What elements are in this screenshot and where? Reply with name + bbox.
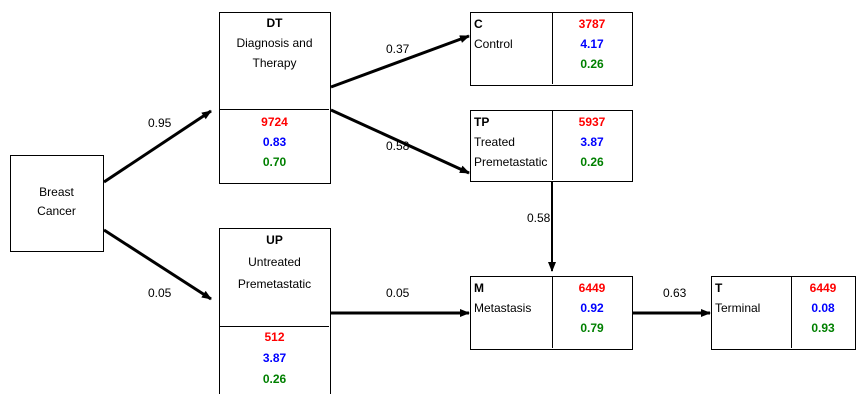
edge-label-up-m: 0.05 — [386, 286, 410, 300]
node-up: UP Untreated Premetastatic 512 3.87 0.26 — [219, 228, 331, 394]
t-probability: 0.93 — [811, 321, 835, 335]
edge-label-m-t: 0.63 — [663, 286, 687, 300]
up-line2: Premetastatic — [237, 277, 312, 291]
edge-label-dt-c: 0.37 — [386, 42, 410, 56]
node-breast-cancer: Breast Cancer — [10, 155, 104, 252]
dt-cost: 9724 — [261, 115, 288, 129]
m-utility: 0.92 — [580, 301, 604, 315]
tp-code: TP — [474, 115, 490, 129]
tp-divider — [552, 111, 553, 180]
up-divider — [220, 326, 329, 327]
edge-label-bc-dt: 0.95 — [148, 116, 172, 130]
tp-line1: Treated — [474, 135, 515, 149]
t-line1: Terminal — [715, 301, 761, 315]
dt-line2: Therapy — [252, 56, 297, 70]
m-code: M — [474, 281, 484, 295]
m-divider — [552, 277, 553, 348]
m-line1: Metastasis — [474, 301, 532, 315]
tp-line2: Premetastatic — [474, 155, 548, 169]
dt-probability: 0.70 — [262, 155, 287, 169]
breast-line1: Breast — [39, 185, 74, 199]
dt-code: DT — [266, 16, 283, 30]
c-line1: Control — [474, 37, 513, 51]
node-m: M Metastasis 6449 0.92 0.79 — [470, 276, 633, 350]
up-cost: 512 — [264, 330, 285, 344]
up-utility: 3.87 — [262, 351, 287, 365]
t-divider — [791, 277, 792, 348]
up-probability: 0.26 — [262, 372, 287, 386]
arrow-dt-tp — [330, 108, 470, 175]
edge-label-dt-tp: 0.58 — [386, 139, 410, 153]
m-cost: 6449 — [578, 281, 606, 295]
breast-line2: Cancer — [37, 204, 76, 218]
arrow-bc-dt — [103, 109, 212, 184]
dt-line1: Diagnosis and — [236, 36, 313, 50]
c-probability: 0.26 — [580, 57, 604, 71]
c-cost: 3787 — [578, 17, 606, 31]
edge-label-tp-m: 0.58 — [527, 211, 551, 225]
node-t: T Terminal 6449 0.08 0.93 — [711, 276, 856, 350]
up-code: UP — [266, 233, 283, 247]
m-probability: 0.79 — [580, 321, 604, 335]
node-tp: TP Treated Premetastatic 5937 3.87 0.26 — [470, 110, 633, 182]
node-dt: DT Diagnosis and Therapy 9724 0.83 0.70 — [219, 12, 331, 184]
tp-utility: 3.87 — [580, 135, 604, 149]
tp-cost: 5937 — [578, 115, 606, 129]
tp-probability: 0.26 — [580, 155, 604, 169]
t-cost: 6449 — [809, 281, 837, 295]
c-code: C — [474, 17, 483, 31]
c-divider — [552, 13, 553, 84]
t-code: T — [715, 281, 723, 295]
up-line1: Untreated — [248, 255, 301, 269]
t-utility: 0.08 — [811, 301, 835, 315]
arrow-bc-up — [103, 228, 212, 301]
arrow-dt-c — [330, 34, 470, 89]
dt-divider — [220, 109, 329, 110]
c-utility: 4.17 — [580, 37, 604, 51]
edge-label-bc-up: 0.05 — [148, 286, 172, 300]
node-c: C Control 3787 4.17 0.26 — [470, 12, 633, 86]
dt-utility: 0.83 — [262, 135, 287, 149]
